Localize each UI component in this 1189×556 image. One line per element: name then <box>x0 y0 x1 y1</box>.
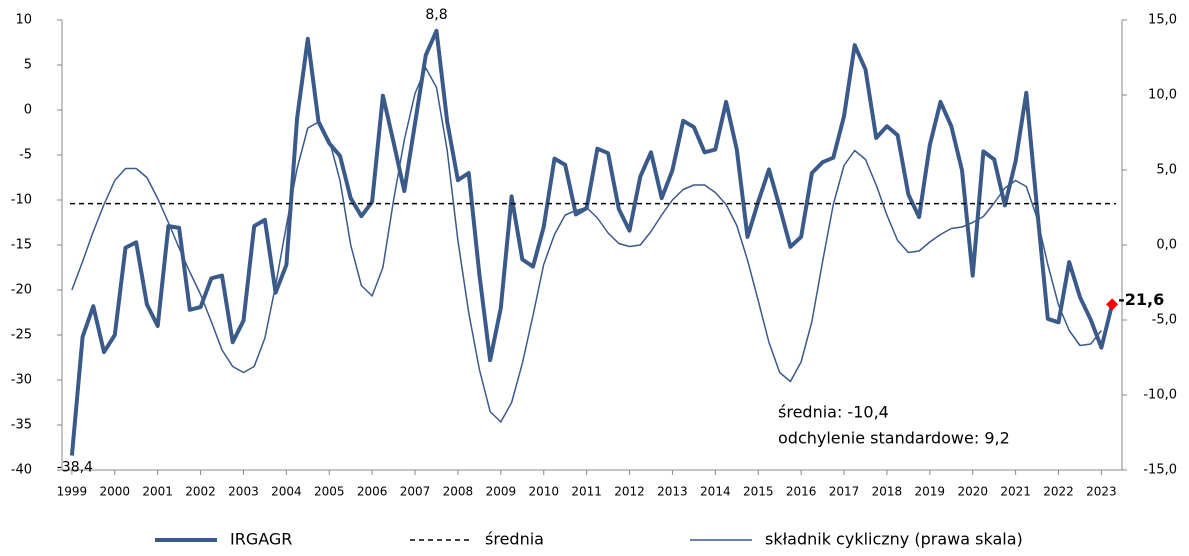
x-tick-label: 2013 <box>657 485 688 499</box>
x-tick-label: 2016 <box>786 485 817 499</box>
x-tick-label: 2011 <box>571 485 602 499</box>
y2-tick-label: -5,0 <box>1152 313 1177 328</box>
x-tick-label: 2010 <box>528 485 559 499</box>
x-tick-label: 2002 <box>185 485 216 499</box>
x-tick-label: 1999 <box>57 485 88 499</box>
x-tick-label: 2022 <box>1043 485 1074 499</box>
x-tick-label: 2015 <box>743 485 774 499</box>
y2-tick-label: 5,0 <box>1156 163 1177 178</box>
legend-label: średnia <box>485 530 544 549</box>
legend-label: IRGAGR <box>230 530 292 549</box>
x-tick-label: 2005 <box>314 485 345 499</box>
x-tick-label: 2017 <box>829 485 860 499</box>
y2-tick-label: 10,0 <box>1148 88 1177 103</box>
y-tick-label: 5 <box>24 58 32 73</box>
y2-tick-label: -10,0 <box>1143 388 1177 403</box>
y-tick-label: 10 <box>15 13 32 28</box>
x-tick-label: 2007 <box>400 485 431 499</box>
y-tick-label: -5 <box>19 148 32 163</box>
line-series <box>71 67 1102 423</box>
annotation: odchylenie standardowe: 9,2 <box>778 429 1010 448</box>
y-tick-label: -10 <box>11 193 32 208</box>
x-tick-label: 2020 <box>957 485 988 499</box>
x-tick-label: 2000 <box>99 485 130 499</box>
x-tick-label: 2018 <box>872 485 903 499</box>
x-tick-label: 2008 <box>443 485 474 499</box>
point-marker <box>1106 298 1119 311</box>
data-label: 8,8 <box>425 7 447 23</box>
x-tick-label: 2021 <box>1000 485 1031 499</box>
y-tick-label: -15 <box>11 238 32 253</box>
data-label: -38,4 <box>57 460 93 476</box>
x-tick-label: 2014 <box>700 485 731 499</box>
x-tick-label: 2004 <box>271 485 302 499</box>
y2-tick-label: 0,0 <box>1156 238 1177 253</box>
x-tick-label: 2003 <box>228 485 259 499</box>
x-tick-label: 2009 <box>486 485 517 499</box>
annotation: średnia: -10,4 <box>778 403 889 422</box>
y-tick-label: -30 <box>11 373 32 388</box>
y-tick-label: -40 <box>11 463 32 478</box>
y-tick-label: 0 <box>24 103 32 118</box>
x-tick-label: 2023 <box>1086 485 1117 499</box>
legend-label: składnik cykliczny (prawa skala) <box>765 530 1023 549</box>
line-series <box>69 28 1115 456</box>
y-tick-label: -25 <box>11 328 32 343</box>
y2-tick-label: 15,0 <box>1148 13 1177 28</box>
data-label: -21,6 <box>1118 290 1164 309</box>
x-tick-label: 2019 <box>915 485 946 499</box>
x-tick-label: 2006 <box>357 485 388 499</box>
y2-tick-label: -15,0 <box>1143 463 1177 478</box>
y-tick-label: -20 <box>11 283 32 298</box>
y-tick-label: -35 <box>11 418 32 433</box>
x-tick-label: 2012 <box>614 485 645 499</box>
x-tick-label: 2001 <box>142 485 173 499</box>
